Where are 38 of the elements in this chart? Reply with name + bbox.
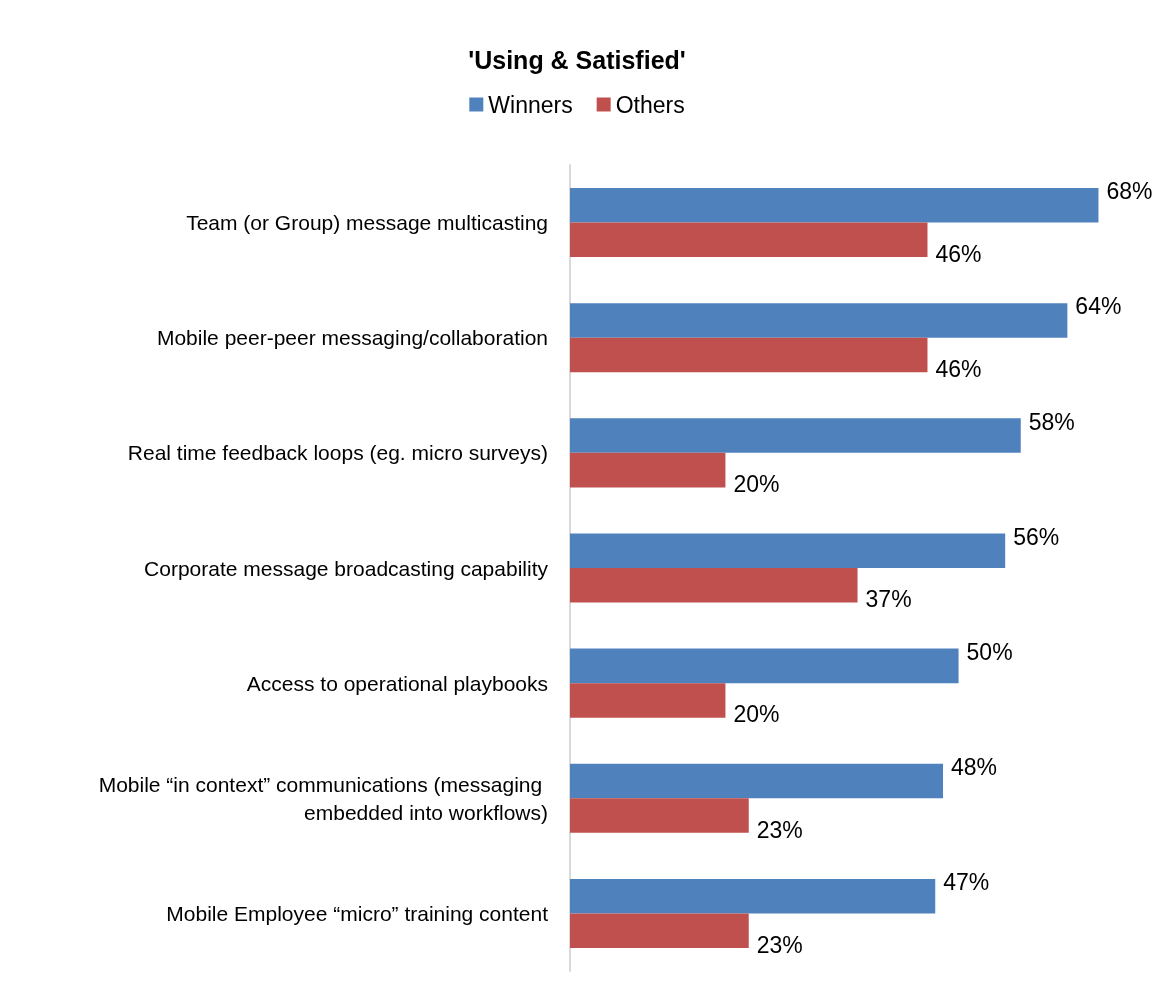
data-label: 64%	[1075, 293, 1122, 320]
bar	[570, 188, 1099, 223]
data-label: 58%	[1028, 408, 1075, 435]
data-label: 20%	[733, 701, 780, 728]
y-tick-label: Mobile peer-peer messaging/collaboration	[156, 326, 548, 350]
bar	[570, 763, 944, 799]
bar	[570, 337, 928, 373]
data-label: 68%	[1106, 178, 1153, 205]
legend-label: Others	[615, 91, 685, 118]
data-label: 48%	[951, 754, 998, 781]
data-label: 50%	[966, 638, 1013, 665]
bar	[570, 303, 1068, 338]
data-label: 46%	[935, 355, 982, 382]
bar	[570, 878, 936, 914]
bar	[570, 683, 726, 718]
y-tick-label: Mobile “in context” communications (messaging embedded into workflows)	[98, 772, 548, 824]
data-label: 37%	[865, 586, 912, 613]
data-label: 23%	[756, 816, 803, 843]
bar	[570, 798, 749, 833]
bar	[570, 648, 959, 684]
data-label: 47%	[943, 869, 990, 896]
legend-label: Winners	[488, 91, 573, 118]
data-label: 56%	[1013, 523, 1060, 550]
bar	[570, 913, 749, 948]
y-tick-label: Corporate message broadcasting capability	[144, 556, 549, 580]
data-label: 23%	[756, 931, 803, 958]
y-tick-label: Access to operational playbooks	[246, 671, 548, 695]
chart-title: 'Using & Satisfied'	[468, 45, 686, 74]
bar	[570, 568, 858, 603]
data-label: 46%	[935, 240, 982, 267]
bar	[570, 418, 1021, 453]
bar	[570, 222, 928, 258]
bar	[570, 533, 1006, 568]
y-tick-label: Real time feedback loops (eg. micro surveys)	[127, 441, 548, 465]
y-tick-label: Team (or Group) message multicasting	[186, 211, 548, 235]
y-tick-label: Mobile Employee “micro” training content	[166, 901, 549, 925]
bar	[570, 452, 726, 488]
data-label: 20%	[733, 471, 780, 498]
